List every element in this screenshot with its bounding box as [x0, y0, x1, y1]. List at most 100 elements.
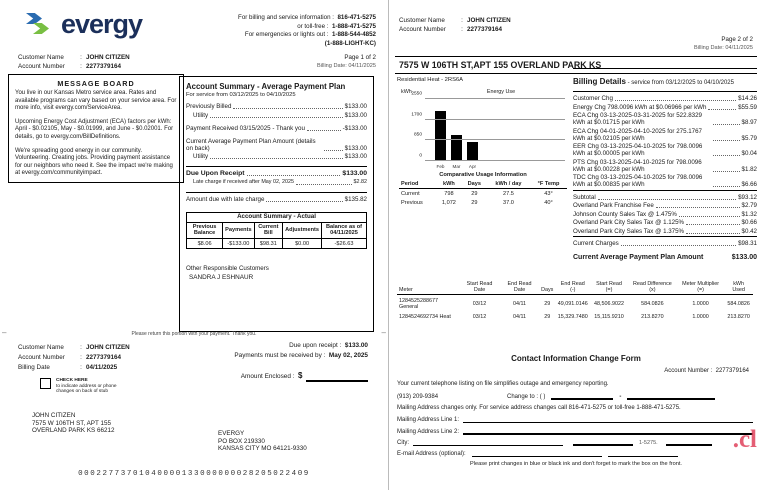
- city-blank-3: [665, 437, 712, 446]
- chart-plot-area: Feb Mar Apr 0 850 1700 2550: [411, 92, 565, 169]
- email-blank-2: [607, 449, 678, 457]
- message-board: MESSAGE BOARD You live in our Kansas Met…: [8, 74, 184, 184]
- leader-dots: [210, 116, 343, 118]
- billing-details: Billing Details - service from 03/12/202…: [573, 68, 757, 261]
- column-header: Period: [399, 180, 436, 189]
- billing-phone-line: For billing and service information : 81…: [238, 14, 376, 21]
- billing-details-title: Billing Details: [573, 77, 626, 86]
- table-cell: 03/12: [472, 301, 487, 307]
- y-tick-label: 850: [413, 132, 422, 138]
- leader-dots: [713, 170, 740, 172]
- page-info-p2: Page 2 of 2 Billing Date: 04/11/2025: [694, 36, 753, 51]
- usage-row: Current 798 29 27.5 43°: [399, 189, 567, 199]
- contact-form-footer: Please print changes in blue or black in…: [470, 461, 682, 467]
- service-address-header: 7575 W 106TH ST,APT 155 OVERLAND PARK KS: [395, 56, 757, 74]
- charge-amount: $1.32: [741, 210, 757, 218]
- due-date: May 02, 2025: [328, 352, 368, 359]
- page-1: evergy For billing and service informati…: [0, 0, 389, 490]
- leader-dots: [266, 200, 343, 202]
- leader-dots: [210, 158, 343, 159]
- table-cell: 1284525288677 General: [399, 298, 438, 310]
- table-cell: 1.0000: [692, 301, 709, 307]
- leader-dots: [713, 139, 740, 141]
- stub-customer-block: Customer Name: JOHN CITIZEN Account Numbe…: [18, 343, 130, 373]
- table-cell: 29: [471, 190, 478, 197]
- mailing-line-1-row: Mailing Address Line 1:: [397, 415, 753, 423]
- billing-phone: 816-471-5275: [337, 14, 376, 21]
- ocr-scanline: 00022773701040000133000000028205022409: [78, 470, 310, 478]
- meter-row: 1284524692734 Heat 03/12 04/11 29 15,329.748…: [397, 311, 753, 321]
- meter-header-row: Meter Start Read Date End Read Date Days End…: [397, 280, 753, 295]
- charge-amount: $0.66: [741, 219, 757, 226]
- table-cell: Current: [401, 190, 420, 197]
- y-tick-label: 2550: [411, 91, 422, 97]
- leader-dots: [678, 215, 740, 217]
- plan-amount-label: Current Average Payment Plan Amount: [573, 254, 704, 261]
- x-tick-label: Feb: [436, 164, 445, 169]
- charge-line: Current Average Payment Plan Amount (det…: [186, 137, 367, 152]
- leader-dots: [686, 232, 740, 234]
- table-cell: $0.00: [282, 238, 323, 250]
- column-header: kWh Used: [724, 280, 753, 295]
- table-cell: 15,115.9210: [594, 314, 624, 320]
- table-cell: $8.06: [185, 238, 224, 250]
- phone-blank-2: [627, 391, 716, 400]
- chart-bar: Mar: [451, 134, 462, 169]
- billing-date-row: Billing Date: 04/11/2025: [693, 45, 753, 51]
- charge-line: TDC Chg 03-13-2025-04-10-2025 for 798.00…: [573, 174, 757, 188]
- gridline: [425, 160, 565, 161]
- chart-title: Energy Use: [486, 89, 516, 95]
- emergency-phone: 1-888-544-4852: [331, 31, 376, 39]
- email-blank-1: [471, 449, 602, 457]
- comparative-usage: Comparative Usage Information Period kWh D…: [399, 172, 567, 207]
- column-header: Previous Balance: [185, 221, 224, 240]
- amount-enclosed-row: Amount Enclosed : $: [234, 371, 368, 382]
- table-cell: -$133.00: [222, 238, 255, 250]
- contact-form-account: 2277379164: [715, 368, 749, 374]
- x-tick-label: Apr: [468, 164, 477, 169]
- rate-schedule-label: Residential Heat - 2RS6A: [397, 77, 464, 83]
- charge-line: Utility $133.00: [193, 153, 367, 160]
- column-header: Start Read (=): [590, 280, 628, 295]
- charge-amount: $133.00: [342, 170, 367, 177]
- charge-line: Previously Billed $133.00: [186, 103, 367, 110]
- table-cell: 04/11: [512, 314, 527, 320]
- table-cell: 04/11: [512, 301, 527, 307]
- charge-amount: $133.00: [344, 153, 367, 160]
- contact-info: For billing and service information : 81…: [176, 14, 376, 48]
- change-to-label: Change to : ( ): [507, 394, 546, 400]
- table-cell: Previous: [401, 199, 423, 206]
- city-blank: [413, 438, 563, 446]
- evergy-logo: evergy: [26, 9, 143, 39]
- table-cell: 03/12: [472, 314, 487, 320]
- plan-amount-row: Current Average Payment Plan Amount $133…: [573, 254, 757, 261]
- city-blank-2: [573, 437, 633, 446]
- address-change-checkbox: [40, 378, 51, 389]
- gridline: [425, 118, 565, 120]
- mailing-change-note: Mailing Address changes only. For servic…: [397, 405, 681, 411]
- logo-chevron-blue: [26, 13, 42, 24]
- page-info: Page 1 of 2 Billing Date: 04/11/2025: [317, 54, 376, 69]
- brand-name: evergy: [61, 9, 143, 39]
- x-tick-label: Mar: [452, 164, 461, 169]
- logo-chevron-green: [33, 23, 49, 34]
- meter-read-table: Meter Start Read Date End Read Date Days End…: [397, 280, 753, 321]
- y-tick-label: 1700: [411, 112, 422, 118]
- plan-amount-value: $133.00: [731, 254, 757, 261]
- billing-date-row: Billing Date: 04/11/2025: [316, 63, 376, 69]
- energy-use-chart: kWh Energy Use Feb Mar Apr 0 850 1700 2550: [401, 89, 571, 169]
- leader-dots: [323, 149, 343, 151]
- column-header: Payments: [222, 221, 255, 240]
- table-cell: 213.8270: [727, 314, 750, 320]
- contact-form-title: Contact Information Change Form: [511, 354, 641, 363]
- page-indicator: Page 1 of 2: [344, 54, 376, 61]
- tear-mark-left: –: [2, 328, 7, 337]
- customer-name-row: Customer Name: JOHN CITIZEN: [399, 17, 511, 24]
- charge-amount: $2.79: [741, 202, 757, 209]
- email-row: E-mail Address (optional):: [397, 449, 678, 457]
- table-cell: 29: [544, 314, 551, 320]
- column-header: °F Temp: [530, 180, 567, 189]
- remit-to-address: EVERGY PO BOX 219330 KANSAS CITY MO 6412…: [218, 430, 307, 453]
- column-header: Meter Multiplier (=): [676, 280, 725, 295]
- evergy-logo-icon: [26, 12, 56, 36]
